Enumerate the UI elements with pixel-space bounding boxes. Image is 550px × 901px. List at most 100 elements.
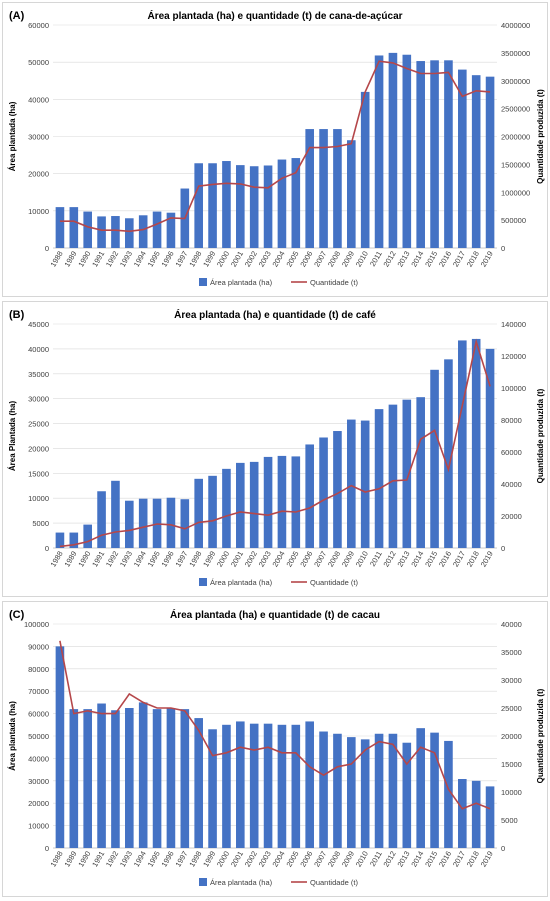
y-tick-label: 5000 — [32, 519, 49, 528]
y-axis-label: Área plantada (ha) — [8, 101, 17, 171]
x-tick-label: 2010 — [354, 850, 370, 869]
y-tick-label: 20000 — [28, 444, 49, 453]
x-tick-label: 2007 — [312, 550, 328, 569]
y2-tick-label: 80000 — [501, 416, 522, 425]
x-tick-label: 2013 — [395, 550, 411, 569]
bar — [389, 734, 398, 848]
x-tick-label: 2016 — [437, 850, 453, 869]
y-tick-label: 30000 — [28, 395, 49, 404]
y2-axis-label: Quantidade produzida (t) — [536, 89, 545, 184]
bar — [347, 140, 356, 248]
x-tick-label: 1992 — [104, 550, 120, 569]
bar — [305, 721, 314, 848]
y2-tick-label: 120000 — [501, 352, 526, 361]
x-tick-label: 2012 — [381, 250, 397, 269]
chart-a: (A)Área plantada (ha) e quantidade (t) d… — [3, 3, 547, 296]
y2-tick-label: 40000 — [501, 480, 522, 489]
bar — [125, 501, 134, 548]
x-tick-label: 2009 — [340, 250, 356, 269]
y-tick-label: 35000 — [28, 370, 49, 379]
y-tick-label: 10000 — [28, 494, 49, 503]
x-tick-label: 2014 — [409, 550, 425, 569]
bar — [472, 781, 481, 848]
y-tick-label: 40000 — [28, 754, 49, 763]
legend-swatch-bar — [199, 878, 207, 886]
y2-tick-label: 500000 — [501, 216, 526, 225]
legend-label-line: Quantidade (t) — [310, 878, 358, 887]
series-line — [60, 61, 490, 231]
x-tick-label: 2015 — [423, 550, 439, 569]
x-tick-label: 2001 — [229, 550, 245, 569]
legend-swatch-bar — [199, 578, 207, 586]
y2-tick-label: 1000000 — [501, 188, 530, 197]
x-tick-label: 2014 — [409, 250, 425, 269]
x-tick-label: 1996 — [159, 250, 175, 269]
bar — [208, 729, 217, 848]
x-tick-label: 1989 — [62, 250, 78, 269]
y2-tick-label: 1500000 — [501, 160, 530, 169]
legend-label-bar: Área plantada (ha) — [210, 278, 273, 287]
bar — [56, 207, 65, 248]
x-tick-label: 2008 — [326, 850, 342, 869]
bar — [153, 709, 162, 848]
y2-tick-label: 25000 — [501, 704, 522, 713]
x-tick-label: 1996 — [159, 850, 175, 869]
y-tick-label: 50000 — [28, 58, 49, 67]
x-tick-label: 2009 — [340, 550, 356, 569]
y2-tick-label: 0 — [501, 544, 505, 553]
bar — [486, 786, 495, 848]
bar — [278, 725, 287, 848]
bar — [222, 161, 231, 248]
x-tick-label: 2010 — [354, 250, 370, 269]
x-tick-label: 1997 — [173, 250, 189, 269]
x-tick-label: 1991 — [90, 250, 106, 269]
bar — [458, 779, 467, 848]
x-tick-label: 2004 — [270, 250, 286, 269]
y2-tick-label: 3000000 — [501, 77, 530, 86]
bar — [111, 481, 120, 548]
legend-label-bar: Área plantada (ha) — [210, 878, 273, 887]
bar — [139, 215, 148, 248]
x-tick-label: 1993 — [118, 250, 134, 269]
x-tick-label: 1994 — [132, 550, 148, 569]
bar — [278, 456, 287, 548]
bar — [139, 499, 148, 548]
x-tick-label: 2007 — [312, 850, 328, 869]
legend-label-line: Quantidade (t) — [310, 578, 358, 587]
bar — [403, 55, 412, 248]
bar — [375, 734, 384, 848]
x-tick-label: 1998 — [187, 850, 203, 869]
x-tick-label: 2002 — [243, 850, 259, 869]
x-tick-label: 1988 — [48, 550, 64, 569]
x-tick-label: 2018 — [465, 250, 481, 269]
y-tick-label: 45000 — [28, 320, 49, 329]
x-tick-label: 1994 — [132, 850, 148, 869]
x-tick-label: 2017 — [451, 850, 467, 869]
series-line — [60, 641, 490, 809]
x-tick-label: 2000 — [215, 250, 231, 269]
bar — [236, 721, 245, 848]
x-tick-label: 2003 — [257, 850, 273, 869]
x-tick-label: 1995 — [146, 850, 162, 869]
x-tick-label: 2003 — [257, 250, 273, 269]
bar — [430, 733, 439, 848]
bar — [97, 491, 106, 548]
x-tick-label: 1989 — [62, 550, 78, 569]
bar — [264, 165, 273, 248]
bar — [319, 437, 328, 548]
x-tick-label: 2006 — [298, 550, 314, 569]
bar — [264, 457, 273, 548]
x-tick-label: 1999 — [201, 250, 217, 269]
x-tick-label: 2019 — [479, 550, 495, 569]
bar — [97, 704, 106, 848]
bar — [194, 479, 203, 548]
bar — [292, 456, 301, 548]
y-axis-label: Área Plantada (ha) — [8, 401, 17, 472]
bar — [347, 737, 356, 848]
y2-tick-label: 0 — [501, 844, 505, 853]
x-tick-label: 2005 — [284, 550, 300, 569]
y-tick-label: 60000 — [28, 710, 49, 719]
x-tick-label: 2011 — [368, 250, 384, 268]
x-tick-label: 2008 — [326, 250, 342, 269]
y2-tick-label: 10000 — [501, 788, 522, 797]
